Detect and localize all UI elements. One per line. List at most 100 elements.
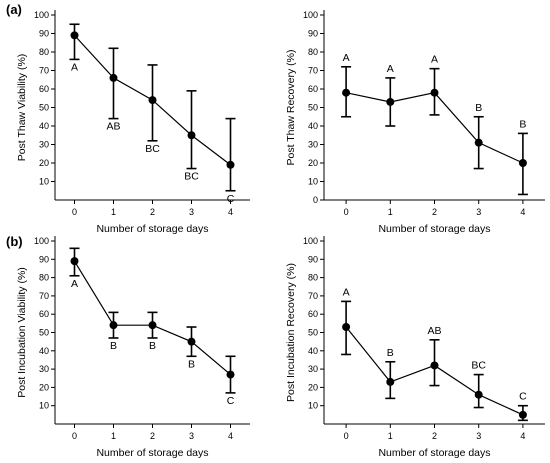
panel-label-a: (a) bbox=[6, 2, 22, 17]
x-tick-label: 4 bbox=[228, 431, 233, 441]
x-tick-label: 0 bbox=[344, 207, 349, 217]
data-point bbox=[430, 361, 439, 370]
y-tick-label: 10 bbox=[39, 177, 49, 187]
significance-letter: A bbox=[71, 278, 78, 290]
data-point bbox=[226, 370, 235, 379]
data-point bbox=[187, 131, 196, 140]
y-tick-label: 100 bbox=[34, 236, 49, 246]
significance-letter: AB bbox=[427, 325, 441, 337]
y-tick-label: 90 bbox=[39, 254, 49, 264]
x-axis-title: Number of storage days bbox=[378, 223, 490, 235]
x-tick-label: 3 bbox=[476, 207, 481, 217]
data-point bbox=[386, 97, 395, 106]
data-point bbox=[430, 88, 439, 97]
chart-b-right: 10 20 30 40 50 60 70 80 90 100 0 1 2 3 4 Number of stor… bbox=[285, 236, 545, 459]
significance-letter: C bbox=[227, 193, 235, 205]
y-tick-label: 100 bbox=[34, 10, 49, 20]
significance-letter: B bbox=[188, 358, 195, 370]
y-tick-label: 10 bbox=[308, 401, 318, 411]
data-point bbox=[70, 31, 79, 40]
y-tick-label: 100 bbox=[303, 236, 318, 246]
significance-letter: A bbox=[431, 54, 438, 66]
x-tick-label: 3 bbox=[189, 431, 194, 441]
x-tick-label: 1 bbox=[111, 431, 116, 441]
data-point bbox=[342, 88, 351, 97]
significance-letter: B bbox=[149, 340, 156, 352]
data-point bbox=[187, 337, 196, 346]
x-tick-label: 2 bbox=[150, 207, 155, 217]
y-tick-label: 40 bbox=[308, 346, 318, 356]
data-point bbox=[474, 390, 483, 399]
x-axis-title: Number of storage days bbox=[96, 447, 208, 459]
y-axis-title: Post Thaw Viability (%) bbox=[16, 54, 28, 162]
y-tick-label: 80 bbox=[308, 47, 318, 57]
y-tick-label: 50 bbox=[308, 103, 318, 113]
data-point bbox=[226, 160, 235, 169]
significance-letter: AB bbox=[106, 121, 120, 133]
x-tick-label: 0 bbox=[72, 431, 77, 441]
significance-letter: B bbox=[475, 102, 482, 114]
x-tick-label: 3 bbox=[189, 207, 194, 217]
y-tick-label: 80 bbox=[39, 273, 49, 283]
y-tick-label: 50 bbox=[39, 103, 49, 113]
significance-letter: B bbox=[110, 340, 117, 352]
y-tick-label: 10 bbox=[308, 177, 318, 187]
y-tick-label: 90 bbox=[39, 29, 49, 39]
y-tick-label: 80 bbox=[39, 47, 49, 57]
y-tick-label: 100 bbox=[303, 10, 318, 20]
data-point bbox=[148, 96, 157, 105]
panel-label-b: (b) bbox=[6, 234, 23, 249]
chart-b-left: 10 20 30 40 50 60 70 80 90 100 0 1 2 3 4 Number of stor… bbox=[16, 236, 250, 459]
x-tick-label: 4 bbox=[520, 207, 525, 217]
data-point bbox=[342, 323, 351, 332]
x-tick-label: 1 bbox=[388, 431, 393, 441]
significance-letter: BC bbox=[471, 360, 486, 372]
x-tick-label: 0 bbox=[72, 207, 77, 217]
significance-letter: B bbox=[519, 118, 526, 130]
data-point bbox=[518, 410, 527, 419]
y-tick-label: 0 bbox=[313, 195, 318, 205]
y-axis-title: Post Thaw Recovery (%) bbox=[285, 50, 297, 166]
y-tick-label: 60 bbox=[308, 84, 318, 94]
y-tick-label: 40 bbox=[39, 121, 49, 131]
y-tick-label: 90 bbox=[308, 254, 318, 264]
y-tick-label: 70 bbox=[308, 66, 318, 76]
x-axis-title: Number of storage days bbox=[378, 447, 490, 459]
y-tick-label: 20 bbox=[308, 382, 318, 392]
significance-letter: C bbox=[227, 395, 235, 407]
significance-letter: A bbox=[343, 286, 350, 298]
y-tick-label: 60 bbox=[39, 84, 49, 94]
x-tick-label: 4 bbox=[520, 431, 525, 441]
y-tick-label: 70 bbox=[39, 66, 49, 76]
y-tick-label: 70 bbox=[308, 291, 318, 301]
y-tick-label: 70 bbox=[39, 291, 49, 301]
y-tick-label: 30 bbox=[308, 140, 318, 150]
x-tick-label: 1 bbox=[388, 207, 393, 217]
x-tick-label: 0 bbox=[344, 431, 349, 441]
y-tick-label: 60 bbox=[39, 309, 49, 319]
y-tick-label: 20 bbox=[308, 158, 318, 168]
y-tick-label: 30 bbox=[39, 364, 49, 374]
chart-a-right: 0 10 20 30 40 50 60 70 80 90 100 0 1 2 3 4 Number of sto… bbox=[285, 10, 545, 235]
x-tick-label: 3 bbox=[476, 431, 481, 441]
x-tick-label: 2 bbox=[432, 431, 437, 441]
y-tick-label: 50 bbox=[39, 328, 49, 338]
y-tick-label: 60 bbox=[308, 309, 318, 319]
data-point bbox=[70, 257, 79, 266]
y-tick-label: 40 bbox=[39, 346, 49, 356]
data-point bbox=[109, 73, 118, 82]
chart-a-left: 10 20 30 40 50 60 70 80 90 100 0 1 2 3 4 Number of stor… bbox=[16, 10, 250, 235]
y-tick-label: 30 bbox=[308, 364, 318, 374]
x-tick-label: 4 bbox=[228, 207, 233, 217]
x-tick-label: 1 bbox=[111, 207, 116, 217]
data-point bbox=[148, 321, 157, 330]
significance-letter: B bbox=[387, 347, 394, 359]
y-axis-title: Post Incubation Recovery (%) bbox=[285, 263, 297, 402]
significance-letter: A bbox=[71, 61, 78, 73]
y-tick-label: 40 bbox=[308, 121, 318, 131]
y-tick-label: 20 bbox=[39, 158, 49, 168]
data-point bbox=[386, 377, 395, 386]
x-tick-label: 2 bbox=[150, 431, 155, 441]
data-point bbox=[518, 159, 527, 167]
